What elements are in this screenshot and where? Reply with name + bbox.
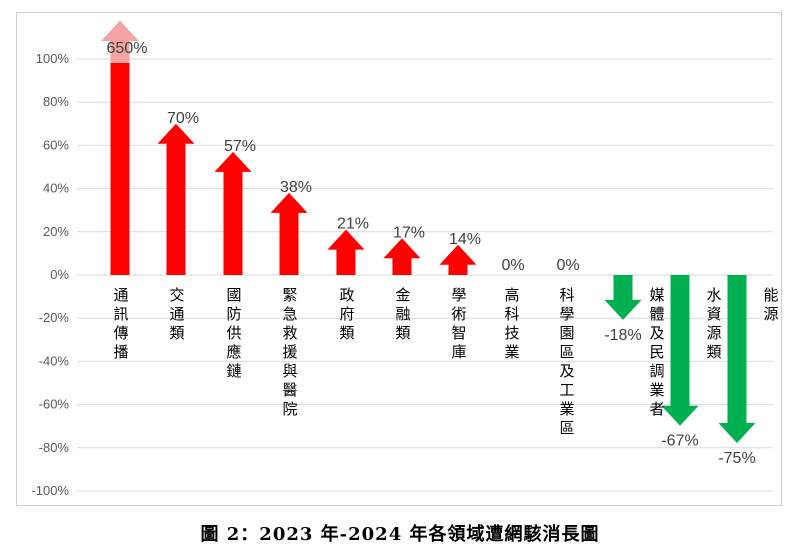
decrease-arrow xyxy=(661,275,699,426)
data-label: -67% xyxy=(661,433,698,450)
y-tick-label: 60% xyxy=(43,137,69,152)
y-axis-ticks: 100% 80% 60% 40% 20% 0% -20% -40% -60% -80% -100% xyxy=(31,51,69,498)
increase-arrow xyxy=(157,123,195,275)
category-label: 高科技業 xyxy=(504,286,519,361)
y-tick-label: 100% xyxy=(36,51,70,66)
y-tick-label: 20% xyxy=(43,224,69,239)
category-label: 緊急救援與醫院 xyxy=(282,286,297,418)
increase-arrow xyxy=(101,21,139,275)
y-tick-label: -40% xyxy=(39,353,70,368)
category-labels: 通訊傳播 交通類 國防供應鏈 緊急救援與醫院 政府類 金融類 學術智庫 高科技業 科學園區及工業… xyxy=(113,286,778,437)
data-label: 21% xyxy=(337,216,369,233)
figure-caption: 圖 2：2023 年-2024 年各領域遭網駭消長圖 xyxy=(200,524,600,545)
chart-frame: 100% 80% 60% 40% 20% 0% -20% -40% -60% -80% -100% … xyxy=(16,12,782,506)
category-label: 科學園區及工業區 xyxy=(559,286,574,437)
y-tick-label: 80% xyxy=(43,94,69,109)
increase-arrow xyxy=(383,238,421,275)
y-tick-label: 0% xyxy=(50,267,69,282)
data-labels: 650% 70% 57% 38% 21% 17% 14% 0% 0% -18% -67% -75% xyxy=(107,40,756,467)
data-label: -75% xyxy=(718,450,755,467)
y-tick-label: 40% xyxy=(43,181,69,196)
chart-svg: 100%80%60%40%20%0%-20%-40%-60%-80%-100% … xyxy=(31,21,779,498)
gridlines xyxy=(77,58,773,492)
data-label: 650% xyxy=(107,40,148,57)
y-tick-label: -80% xyxy=(39,440,70,455)
y-tick-label: -20% xyxy=(39,310,70,325)
data-label: 0% xyxy=(556,257,579,274)
data-label: 17% xyxy=(393,224,425,241)
category-label: 水資源類 xyxy=(706,286,721,361)
decrease-arrow xyxy=(718,275,756,443)
data-label: 0% xyxy=(501,257,524,274)
category-label: 學術智庫 xyxy=(451,286,466,361)
data-label: 57% xyxy=(224,138,256,155)
increase-arrow xyxy=(327,229,365,275)
increase-arrow xyxy=(214,151,252,275)
increase-arrow xyxy=(270,192,308,275)
decrease-arrow xyxy=(604,275,642,320)
overflow-arrow-tip xyxy=(101,21,139,41)
category-label: 媒體及民調業者 xyxy=(649,286,664,418)
overflow-arrow-shaft xyxy=(110,41,130,63)
y-tick-label: -100% xyxy=(31,483,69,498)
data-label: 38% xyxy=(280,179,312,196)
category-label: 國防供應鏈 xyxy=(226,286,241,380)
increase-arrow xyxy=(439,244,477,275)
category-label: 能源 xyxy=(763,286,778,323)
data-label: -18% xyxy=(604,327,641,344)
category-label: 通訊傳播 xyxy=(113,286,128,361)
category-label: 交通類 xyxy=(169,286,184,342)
y-tick-label: -60% xyxy=(39,397,70,412)
data-label: 14% xyxy=(449,231,481,248)
data-label: 70% xyxy=(167,110,199,127)
category-label: 政府類 xyxy=(339,286,354,342)
category-label: 金融類 xyxy=(395,286,410,342)
arrow-bars xyxy=(101,21,756,443)
